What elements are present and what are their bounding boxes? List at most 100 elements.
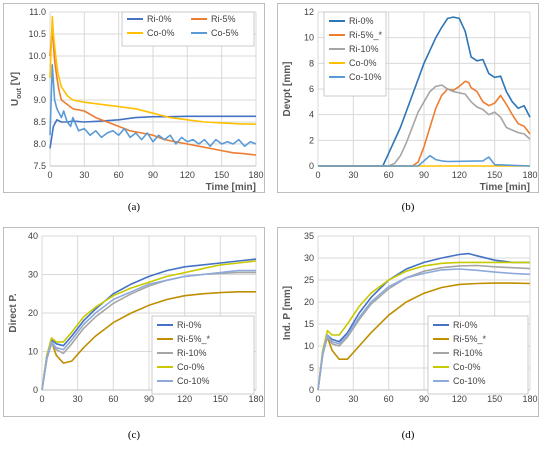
series-line-ri-5--- [318, 80, 531, 167]
x-tick-label: 90 [419, 394, 429, 404]
legend-label: Ri-5%_* [453, 334, 487, 344]
y-tick-label: 8 [309, 58, 314, 68]
y-axis-title: Uout [V] [10, 72, 23, 106]
x-tick-label: 60 [384, 394, 394, 404]
x-tick-label: 150 [213, 394, 228, 404]
y-tick-label: 10 [28, 347, 38, 357]
x-tick-label: 120 [177, 394, 192, 404]
legend-label: Co-0% [177, 362, 205, 372]
y-tick-label: 0 [309, 161, 314, 171]
series-line-ri-0- [318, 16, 531, 167]
caption-a: (a) [127, 201, 141, 213]
x-axis-title: Time [min] [480, 182, 530, 193]
y-tick-label: 15 [304, 319, 314, 329]
x-tick-label: 60 [114, 170, 124, 180]
x-tick-label: 180 [522, 394, 537, 404]
x-tick-label: 60 [108, 394, 118, 404]
x-tick-label: 150 [487, 394, 502, 404]
x-tick-label: 0 [315, 170, 320, 180]
legend-label: Ri-0% [147, 14, 172, 24]
y-tick-label: 4 [309, 110, 314, 120]
legend-label: Co-0% [147, 28, 175, 38]
legend-label: Ri-10% [177, 348, 207, 358]
y-tick-label: 30 [28, 270, 38, 280]
series-line-co-10- [41, 269, 256, 391]
series-line-co-0- [317, 261, 530, 391]
legend-box [323, 11, 387, 97]
chart-panel-a: 7.5 8.0 8.5 9.0 9.5 10.0 10.5 11.0 0 30 60 90 120 150… [3, 3, 265, 193]
x-tick-label: 120 [180, 170, 195, 180]
x-axis-title: Time [min] [206, 182, 256, 193]
x-tick-label: 30 [79, 170, 89, 180]
legend-label: Co-0% [453, 362, 481, 372]
caption-b: (b) [401, 201, 415, 213]
legend-label: Co-0% [349, 58, 377, 68]
series-line-ri-0- [41, 258, 257, 391]
y-tick-label: 40 [28, 231, 38, 241]
chart-panel-b: 0 2 4 6 8 10 12 0 30 60 90 120 150 180 Time [min] Devpt… [277, 3, 539, 193]
legend-label: Ri-10% [453, 348, 483, 358]
y-tick-label: 8.0 [33, 139, 46, 149]
y-tick-label: 6 [309, 84, 314, 94]
x-tick-label: 180 [248, 394, 263, 404]
y-tick-label: 0 [309, 385, 314, 395]
y-tick-label: 20 [304, 297, 314, 307]
y-tick-label: 9.5 [33, 73, 46, 83]
legend-label: Ri-5% [211, 14, 236, 24]
y-tick-label: 10 [304, 33, 314, 43]
series-line-co-5- [49, 63, 257, 147]
y-tick-label: 10.5 [28, 29, 46, 39]
y-tick-label: 9.0 [33, 95, 46, 105]
caption-c: (c) [127, 429, 141, 441]
series-line-co-10- [318, 154, 531, 167]
series-line-ri-5--- [317, 282, 531, 391]
series-line-ri-10- [318, 84, 531, 167]
y-tick-label: 2 [309, 135, 314, 145]
y-tick-label: 30 [304, 253, 314, 263]
legend-label: Ri-0% [177, 320, 202, 330]
y-tick-label: 10 [304, 341, 314, 351]
caption-d: (d) [401, 429, 415, 441]
x-tick-label: 120 [452, 394, 467, 404]
legend-label: Co-10% [177, 376, 210, 386]
legend-label: Co-10% [349, 72, 382, 82]
y-tick-label: 20 [28, 308, 38, 318]
x-tick-label: 180 [522, 170, 537, 180]
y-tick-label: 10.0 [28, 51, 46, 61]
y-tick-label: 0 [33, 385, 38, 395]
x-tick-label: 30 [73, 394, 83, 404]
x-tick-label: 150 [487, 170, 502, 180]
x-tick-label: 150 [214, 170, 229, 180]
y-tick-label: 25 [304, 275, 314, 285]
x-tick-label: 0 [315, 394, 320, 404]
legend-label: Ri-5%_* [349, 30, 383, 40]
chart-svg: 0 10 20 30 40 0 30 60 90 120 150 180 Direct P. Ri-0% R… [8, 231, 264, 404]
series-line-ri-5--- [41, 290, 256, 391]
chart-panel-c: 0 10 20 30 40 0 30 60 90 120 150 180 Direct P. Ri-0% R… [3, 227, 265, 417]
x-tick-label: 30 [348, 394, 358, 404]
x-tick-label: 180 [248, 170, 263, 180]
y-tick-label: 7.5 [33, 161, 46, 171]
y-axis-title: Ind. P [mm] [282, 286, 293, 340]
legend-label: Ri-0% [349, 16, 374, 26]
series-line-ri-0- [317, 252, 530, 391]
legend-label: Ri-10% [349, 44, 379, 54]
series-line-co-10- [317, 268, 531, 391]
y-tick-label: 12 [304, 7, 314, 17]
x-tick-label: 120 [452, 170, 467, 180]
series-line-co-0- [49, 15, 257, 125]
x-tick-label: 90 [419, 170, 429, 180]
x-tick-label: 30 [348, 170, 358, 180]
x-tick-label: 90 [144, 394, 154, 404]
series-line-co-0- [41, 260, 257, 391]
legend-label: Co-10% [453, 376, 486, 386]
y-tick-label: 11.0 [29, 7, 46, 17]
y-axis-title: Devpt [mm] [282, 61, 293, 116]
legend-box [121, 11, 255, 47]
legend-label: Co-5% [211, 28, 239, 38]
y-tick-label: 35 [304, 231, 314, 241]
legend-label: Ri-5%_* [177, 334, 211, 344]
y-axis-title: Direct P. [8, 293, 19, 333]
x-tick-label: 60 [384, 170, 394, 180]
